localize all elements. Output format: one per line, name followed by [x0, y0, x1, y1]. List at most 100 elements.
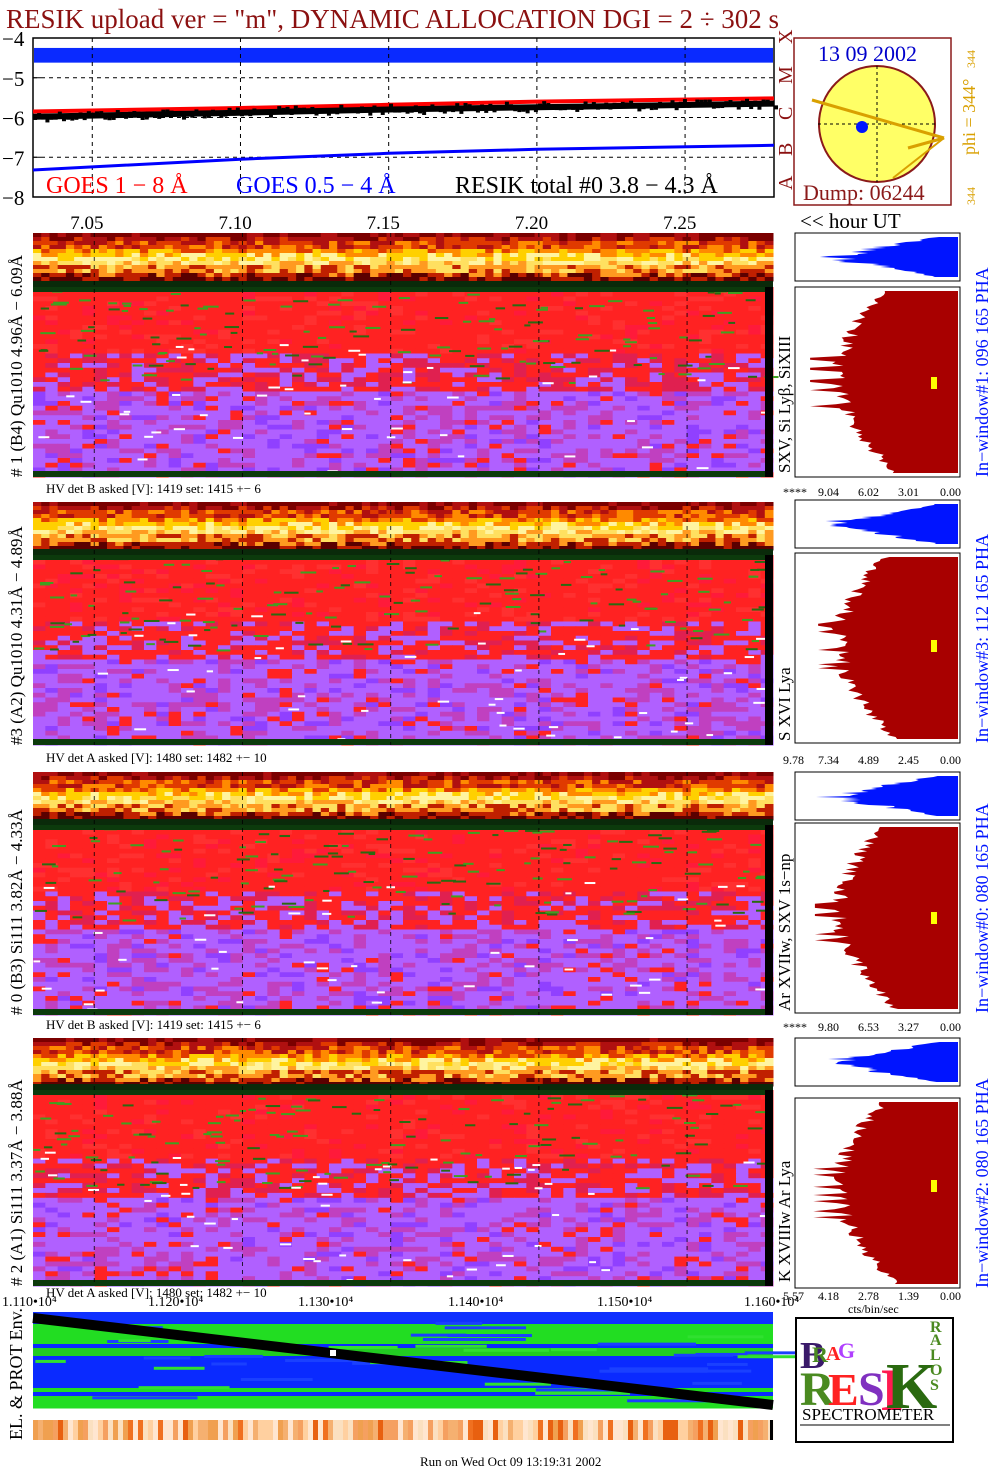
strip-cell: [213, 502, 223, 507]
spectrogram-cell: [107, 320, 120, 326]
strip-cell: [493, 522, 503, 527]
spectrogram-cell: [649, 353, 663, 359]
spectrogram-cell: [230, 420, 244, 426]
spectrogram-streak: [386, 436, 396, 439]
spectrogram-cell: [341, 320, 355, 326]
strip-cell: [370, 233, 379, 238]
strip-cell: [131, 538, 141, 543]
resik-noise: [244, 109, 249, 114]
strip-cell: [238, 546, 248, 551]
resik-noise: [691, 101, 696, 106]
strip-cell: [131, 506, 141, 511]
spectrogram-fleck: [525, 362, 537, 365]
spectrogram-cell: [723, 353, 737, 359]
spectrogram-cell: [427, 405, 441, 411]
strip-cell: [361, 518, 371, 523]
spectrogram-cell: [637, 458, 651, 464]
spectrogram-cell: [625, 382, 638, 388]
spectrogram-cell: [514, 339, 527, 345]
spectrogram-cell: [45, 310, 59, 316]
spectrogram-cell: [218, 439, 231, 445]
spectrogram-cell: [70, 291, 83, 297]
strip-cell: [394, 542, 404, 547]
strip-cell: [49, 542, 59, 547]
spectrogram-cell: [674, 382, 688, 388]
strip-cell: [172, 241, 182, 246]
strip-cell: [435, 265, 445, 270]
strip-cell: [312, 273, 322, 278]
spectrogram-cell: [748, 363, 762, 369]
strip-cell: [49, 269, 59, 274]
spectrogram-fleck: [108, 302, 118, 305]
strip-cell: [255, 546, 264, 551]
strip-cell: [320, 261, 330, 266]
strip-cell: [493, 502, 503, 507]
strip-cell: [509, 526, 519, 531]
spectrogram-cell: [686, 372, 700, 378]
resik-noise: [678, 101, 683, 106]
spectrogram-cell: [526, 339, 540, 345]
spectrogram-cell: [403, 382, 416, 388]
spectrogram-fleck: [243, 299, 256, 302]
strip-cell: [164, 530, 174, 535]
strip-cell: [444, 241, 453, 246]
strip-cell: [378, 265, 388, 270]
spectrogram-cell: [378, 348, 392, 354]
strip-cell: [468, 237, 478, 242]
spectrogram-cell: [94, 453, 108, 459]
spectrogram-cell: [218, 377, 231, 383]
strip-cell: [164, 261, 174, 266]
resik-noise: [430, 104, 435, 109]
spectrogram-cell: [242, 339, 256, 345]
spectrogram-streak: [340, 384, 347, 387]
spectrogram-fleck: [269, 363, 276, 366]
strip-cell: [189, 514, 198, 519]
strip-cell: [361, 510, 371, 515]
strip-cell: [559, 241, 568, 246]
resik-noise: [148, 111, 153, 116]
spectrogram-cell: [514, 348, 527, 354]
spectrogram-cell: [551, 325, 564, 331]
spectrogram-cell: [378, 306, 392, 312]
spectrogram-cell: [267, 424, 281, 430]
spectrogram-cell: [205, 462, 219, 468]
strip-cell: [444, 510, 453, 515]
spectrogram-cell: [551, 443, 564, 449]
spectrogram-cell: [637, 386, 651, 392]
spectrogram-cell: [193, 415, 207, 421]
spectrogram-cell: [637, 291, 651, 297]
spectrogram-cell: [526, 434, 540, 440]
spectrogram-cell: [588, 386, 601, 392]
spectrogram-streak: [588, 375, 598, 378]
spectrogram-fleck: [708, 363, 725, 366]
spectrogram-cell: [711, 306, 725, 312]
spectrogram-cell: [415, 353, 429, 359]
strip-cell: [41, 241, 50, 246]
strip-cell: [98, 253, 108, 258]
strip-cell: [477, 237, 486, 242]
spectrogram-cell: [329, 344, 342, 350]
spectrogram-cell: [279, 396, 293, 402]
strip-cell: [148, 502, 157, 507]
spectrogram-cell: [711, 458, 725, 464]
spectrogram-cell: [662, 391, 675, 397]
spectrogram-cell: [403, 467, 416, 473]
strip-cell: [674, 510, 684, 515]
strip-cell: [222, 518, 231, 523]
spectrogram-cell: [292, 329, 305, 335]
spectrogram-cell: [748, 334, 762, 340]
strip-cell: [723, 261, 733, 266]
strip-cell: [386, 546, 396, 551]
spectrogram-cell: [526, 372, 540, 378]
spectrogram-cell: [711, 348, 725, 354]
spectrogram-cell: [341, 467, 355, 473]
strip-cell: [567, 245, 577, 250]
strip-cell: [337, 510, 346, 515]
spectrogram-fleck: [495, 377, 510, 380]
strip-cell: [460, 253, 470, 258]
strip-cell: [164, 534, 174, 539]
strip-cell: [575, 506, 585, 511]
strip-cell: [551, 253, 560, 258]
strip-cell: [674, 233, 684, 238]
spectrogram-cell: [563, 420, 577, 426]
